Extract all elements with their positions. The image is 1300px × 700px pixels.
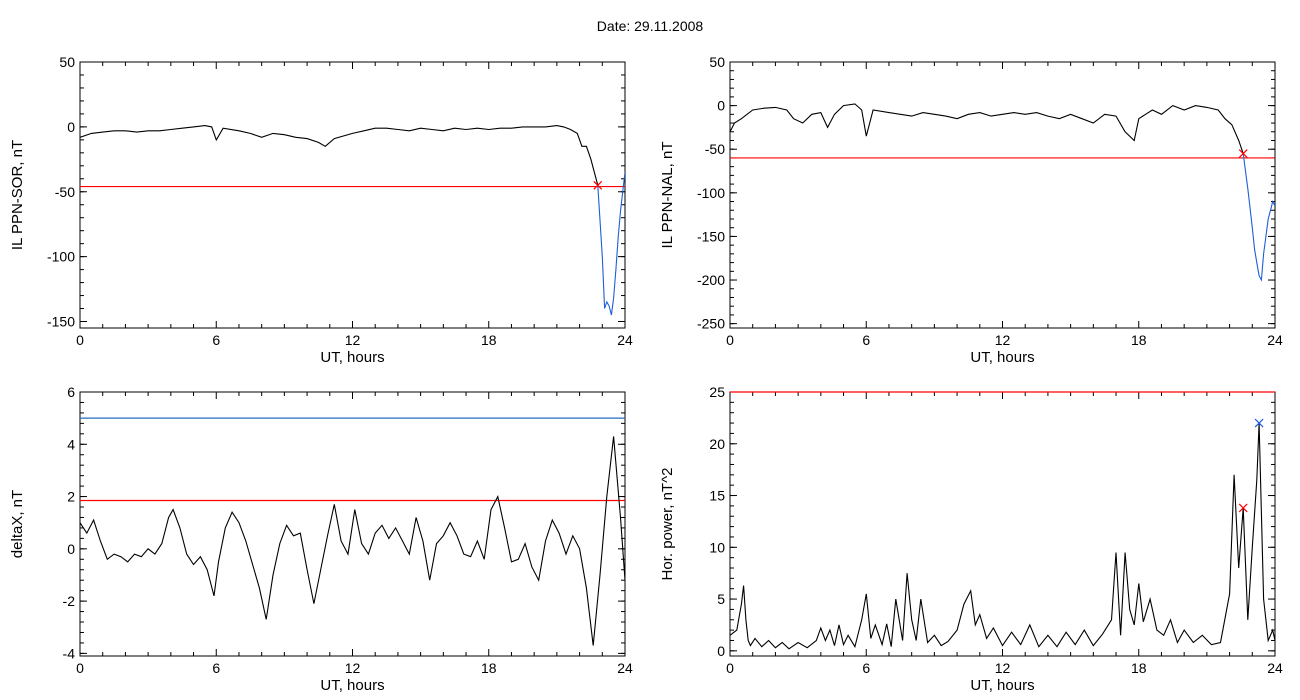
chart-sor: 0 6 12 18 24 50 0 -50 -100 -150 UT, hours IL PPN-SO…	[9, 54, 633, 366]
event-marker	[1238, 149, 1248, 158]
event-marker-2	[1254, 418, 1264, 428]
x-tick-label: 6	[862, 332, 870, 348]
x-tick-label: 24	[1267, 332, 1283, 348]
y-tick-label: 2	[67, 489, 75, 505]
y-tick-label: 0	[67, 541, 75, 557]
y-tick-label: 50	[59, 54, 75, 70]
chart-power: 0 6 12 18 24 25 20 15 10 5 0 UT, hours Hor. power, n…	[659, 384, 1283, 694]
y-tick-label: 0	[717, 98, 725, 114]
y-tick-label: -150	[47, 314, 75, 330]
page-title: Date: 29.11.2008	[596, 18, 704, 34]
y-tick-label: 6	[67, 384, 75, 400]
series-line-black	[730, 103, 1244, 154]
y-tick-label: -200	[697, 272, 725, 288]
event-marker	[1238, 503, 1248, 513]
series-line-black	[80, 436, 625, 646]
y-tick-label: 0	[67, 119, 75, 135]
x-tick-label: 18	[481, 660, 497, 676]
x-tick-label: 0	[726, 660, 734, 676]
y-tick-label: -2	[63, 593, 76, 609]
y-axis-label: IL PPN-NAL, nT	[659, 142, 676, 249]
x-tick-label: 12	[995, 332, 1011, 348]
series-line-black	[730, 423, 1275, 650]
y-tick-label: -100	[697, 185, 725, 201]
x-tick-label: 6	[862, 660, 870, 676]
y-tick-label: 15	[709, 488, 725, 504]
x-tick-label: 0	[76, 660, 84, 676]
x-tick-label: 24	[617, 660, 633, 676]
y-tick-label: 25	[709, 384, 725, 400]
x-axis-label: UT, hours	[970, 677, 1034, 694]
y-tick-label: -4	[63, 645, 76, 661]
y-tick-label: 5	[717, 591, 725, 607]
x-axis-label: UT, hours	[970, 349, 1034, 366]
chart-nal: 0 6 12 18 24 50 0 -50 -100 -150 -200 -250 UT, hours I…	[659, 54, 1283, 366]
y-tick-label: 10	[709, 539, 725, 555]
y-axis-label: IL PPN-SOR, nT	[9, 140, 26, 250]
plot-frame	[79, 61, 626, 329]
y-tick-label: -150	[697, 228, 725, 244]
y-tick-label: 4	[67, 436, 75, 452]
series-line-blue	[597, 172, 625, 316]
x-tick-label: 24	[617, 332, 633, 348]
series-line-black	[80, 125, 599, 186]
y-tick-label: -250	[697, 316, 725, 332]
y-axis-label: deltaX, nT	[9, 490, 26, 558]
y-tick-label: 0	[717, 643, 725, 659]
x-tick-label: 0	[726, 332, 734, 348]
y-tick-label: -50	[705, 141, 725, 157]
chart-deltax: 0 6 12 18 24 6 4 2 0 -2 -4 UT, hours deltaX, nT	[9, 384, 633, 694]
x-tick-label: 6	[212, 332, 220, 348]
series-line-blue	[1242, 153, 1275, 282]
y-tick-label: 20	[709, 436, 725, 452]
y-tick-label: 50	[709, 54, 725, 70]
y-tick-label: -50	[55, 184, 75, 200]
x-tick-label: 18	[481, 332, 497, 348]
x-axis-label: UT, hours	[320, 349, 384, 366]
x-tick-label: 6	[212, 660, 220, 676]
plot-frame	[729, 391, 1276, 657]
x-tick-label: 18	[1131, 332, 1147, 348]
x-tick-label: 0	[76, 332, 84, 348]
event-marker	[593, 180, 603, 190]
y-axis-label: Hor. power, nT^2	[659, 468, 676, 581]
y-tick-label: -100	[47, 249, 75, 265]
x-tick-label: 24	[1267, 660, 1283, 676]
x-axis-label: UT, hours	[320, 677, 384, 694]
x-tick-label: 12	[345, 332, 361, 348]
plot-frame	[729, 61, 1276, 329]
x-tick-label: 12	[995, 660, 1011, 676]
x-tick-label: 18	[1131, 660, 1147, 676]
x-tick-label: 12	[345, 660, 361, 676]
